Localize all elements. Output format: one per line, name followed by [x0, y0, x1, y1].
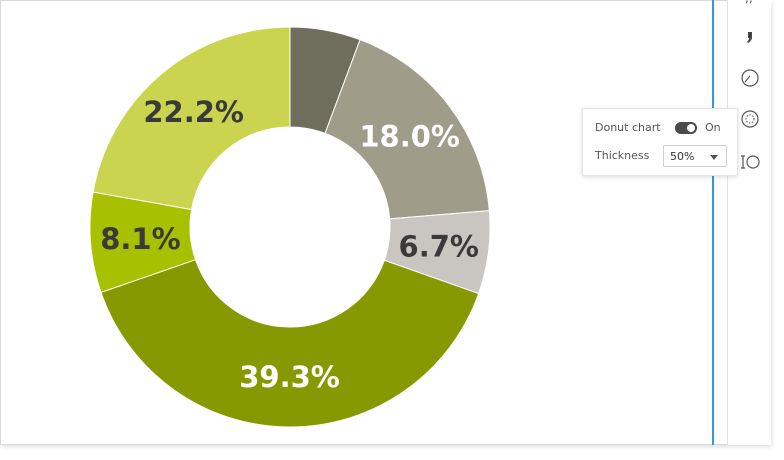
donut-toggle[interactable] [675, 122, 697, 134]
donut-settings-popover: Donut chart On Thickness 50% [582, 108, 738, 176]
thickness-label: Thickness [595, 149, 650, 162]
donut-toggle-state: On [705, 121, 721, 134]
donut-slice-5[interactable] [92, 26, 291, 211]
donut-chart-svg[interactable]: 18.0% 6.7% 39.3% 8.1% 22.2% [1, 1, 714, 446]
donut-slice-1[interactable] [324, 39, 490, 220]
slice-label-2: 6.7% [399, 229, 479, 263]
svg-text:,,: ,, [745, 0, 753, 5]
thickness-select[interactable]: 50% [663, 145, 727, 167]
right-toolbar: ,, [727, 0, 771, 445]
slice-label-3: 39.3% [239, 360, 340, 394]
slice-label-5: 22.2% [143, 95, 244, 129]
gauge-icon[interactable] [739, 67, 761, 89]
donut-icon[interactable] [739, 108, 761, 130]
slice-label-4: 8.1% [100, 222, 180, 256]
donut-chart-label: Donut chart [595, 121, 661, 134]
thickness-icon[interactable] [739, 151, 761, 173]
chart-canvas: 18.0% 6.7% 39.3% 8.1% 22.2% [0, 0, 771, 445]
thickness-value: 50% [670, 150, 695, 163]
partial-icon[interactable]: ,, [739, 0, 761, 14]
chevron-down-icon [710, 155, 718, 160]
donut-slice-3[interactable] [100, 259, 480, 428]
donut-chart[interactable]: 18.0% 6.7% 39.3% 8.1% 22.2% [1, 1, 714, 446]
toggle-knob [687, 124, 695, 132]
slice-label-1: 18.0% [359, 120, 460, 154]
selection-guide-line [712, 0, 714, 445]
quote-icon[interactable] [739, 26, 761, 48]
